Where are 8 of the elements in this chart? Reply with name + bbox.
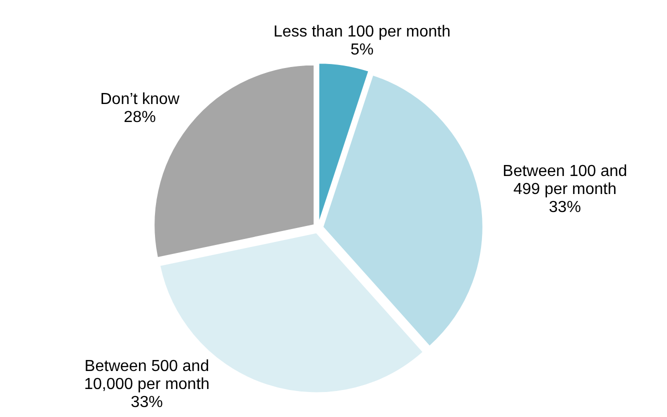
data-label: 5% (350, 41, 374, 58)
slice-label: Between 500 and 10,000 per month (84, 358, 210, 393)
data-label: 33% (548, 199, 581, 216)
data-label: 28% (124, 109, 156, 126)
slice-label: Less than 100 per month (273, 23, 451, 40)
slice-label: Between 100 and 499 per month (502, 163, 628, 198)
data-label: 33% (130, 394, 163, 411)
slice-label: Don’t know (100, 91, 180, 108)
